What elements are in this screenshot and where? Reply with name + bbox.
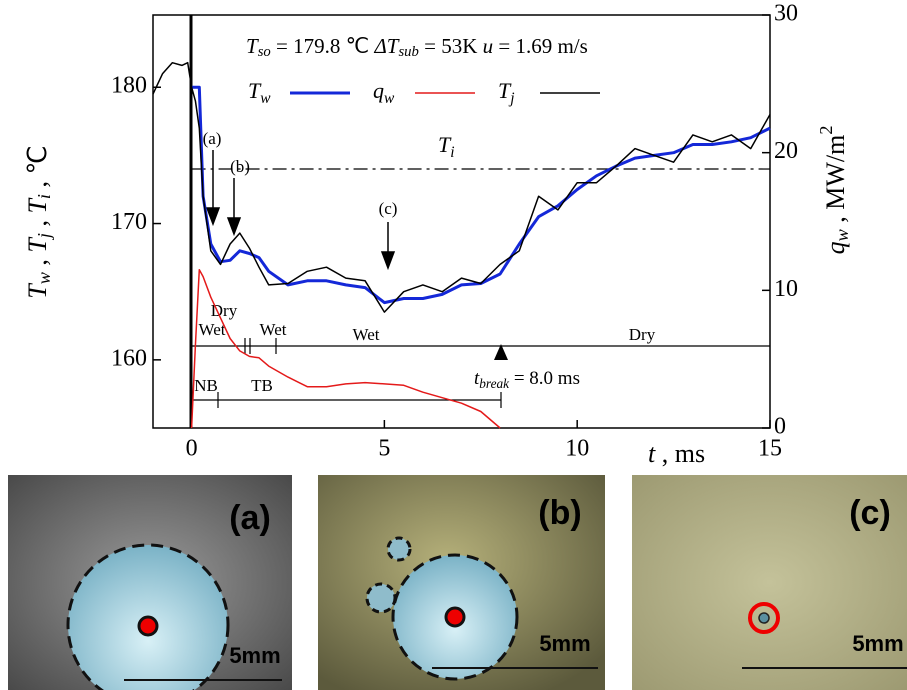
y2-axis-label: qw , MW/m2: [816, 126, 852, 255]
t-break-marker: [494, 344, 508, 360]
regime-label: Wet: [353, 325, 380, 344]
y-tick-label: 160: [111, 345, 147, 371]
y-axis-label: Tw , Tj , Ti , ℃: [23, 145, 54, 298]
regime-lines: [191, 338, 770, 408]
x-tick-label: 0: [186, 436, 198, 462]
data-line: [152, 61, 771, 313]
x-tick-label: 15: [758, 436, 782, 462]
x-axis-label: t , ms: [648, 439, 705, 468]
photo-label: (b): [538, 494, 581, 532]
plot-frame: [152, 14, 771, 429]
regime-label: Wet: [199, 320, 226, 339]
legend-label: Tw: [248, 78, 271, 106]
scale-label: 5mm: [539, 631, 590, 656]
arrow-label: (c): [379, 199, 398, 218]
t-break-label: tbreak = 8.0 ms: [474, 368, 580, 391]
photo-label: (c): [849, 494, 891, 532]
scale-label: 5mm: [229, 643, 280, 668]
y2-tick-label: 30: [774, 1, 798, 27]
x-tick-label: 10: [565, 436, 589, 462]
regime-label: Dry: [629, 325, 656, 344]
legend-label: qw: [373, 78, 395, 106]
regime-label: Wet: [260, 320, 287, 339]
data-line: [190, 268, 501, 429]
boiling-label: TB: [251, 376, 273, 395]
boiling-label: NB: [194, 376, 218, 395]
arrow-label: (a): [203, 129, 222, 148]
legend-label: Tj: [498, 78, 515, 106]
photo: (b) 5mm: [318, 475, 605, 690]
arrow-label: (b): [230, 157, 250, 176]
photo: (c) 5mm: [632, 475, 907, 690]
y2-tick-label: 10: [774, 276, 798, 302]
regime-label: Dry: [211, 301, 238, 320]
photo-label: (a): [229, 499, 271, 537]
y-tick-label: 180: [111, 73, 147, 99]
y2-tick-label: 20: [774, 138, 798, 164]
arrows: [205, 150, 396, 271]
scale-label: 5mm: [852, 631, 903, 656]
y2-tick-label: 0: [774, 414, 786, 440]
photo: (a) 5mm: [8, 475, 292, 690]
reference-label: Ti: [438, 132, 455, 160]
conditions: Tso = 179.8 ℃ ΔTsub = 53K u = 1.69 m/s: [246, 34, 588, 61]
x-tick-label: 5: [378, 436, 390, 462]
data-line: [191, 85, 771, 305]
y-tick-label: 170: [111, 209, 147, 235]
